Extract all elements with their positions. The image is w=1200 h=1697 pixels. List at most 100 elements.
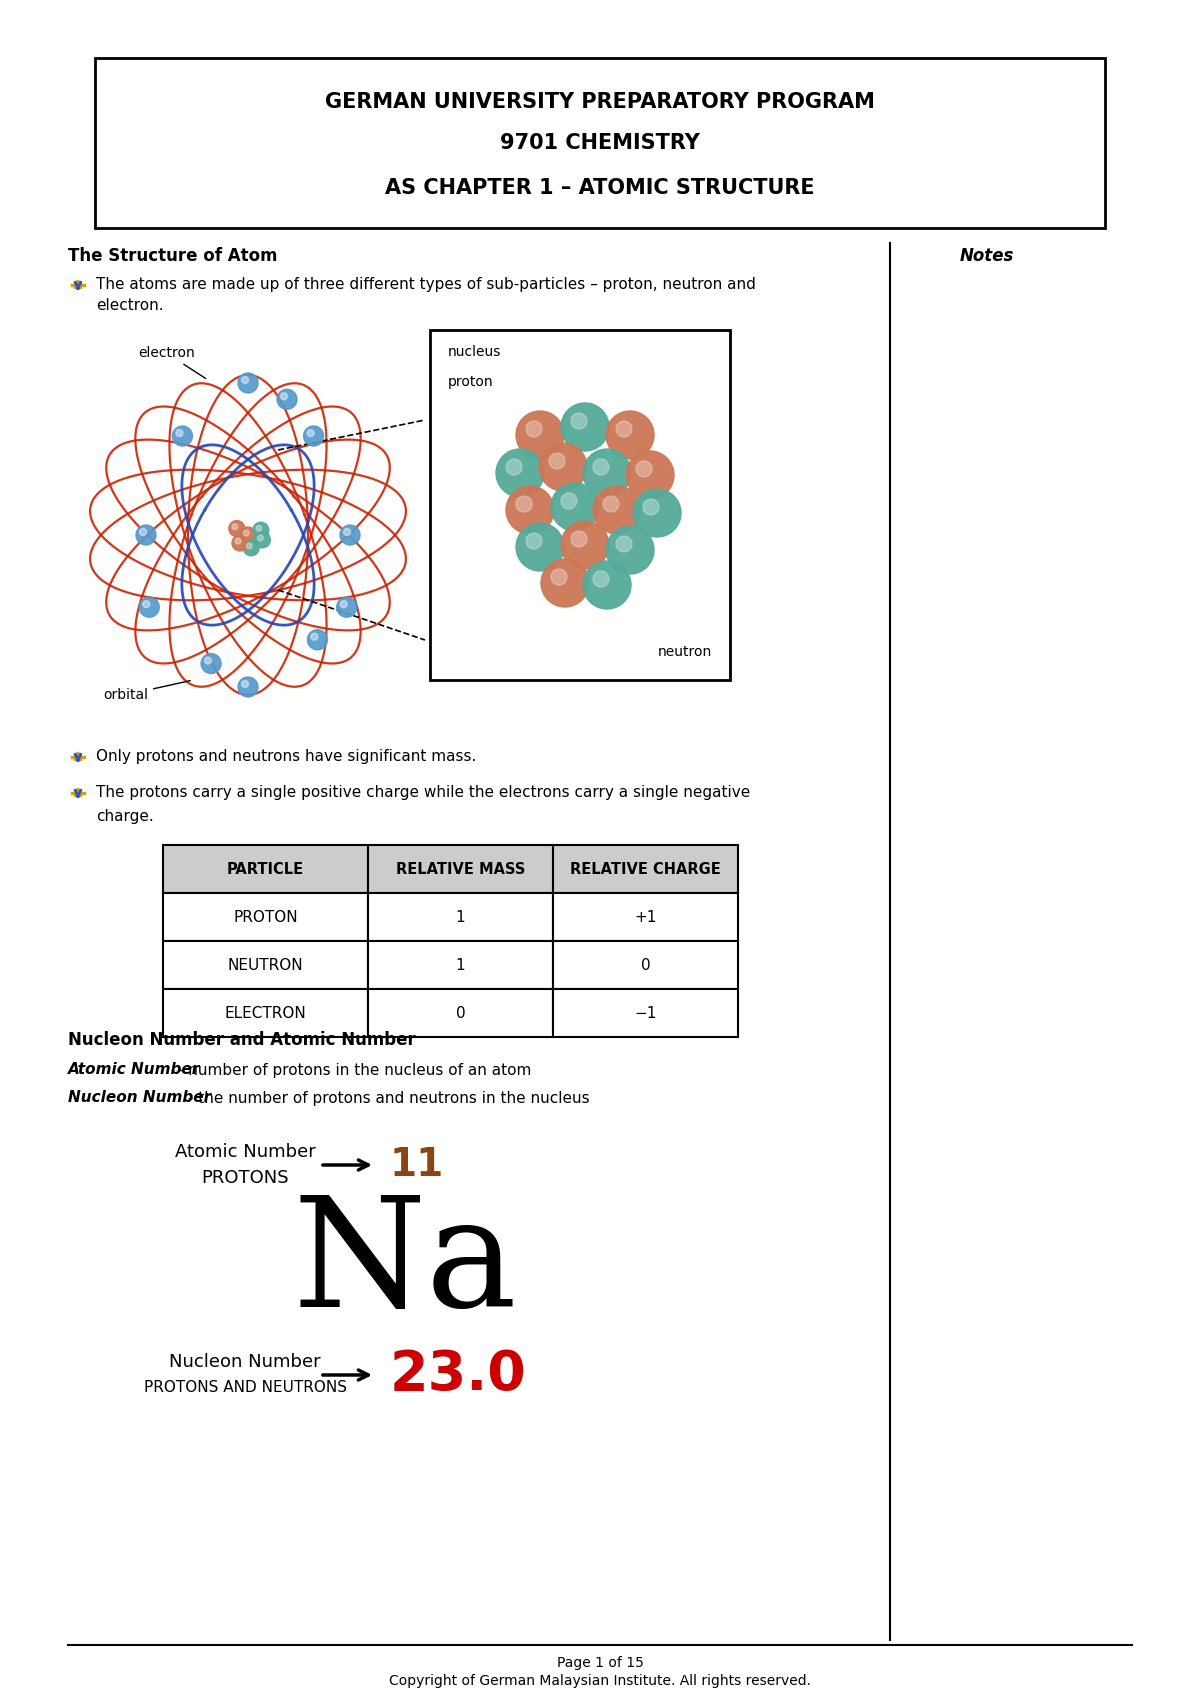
Circle shape [340,524,360,545]
Circle shape [240,528,256,543]
Text: Atomic Number: Atomic Number [175,1144,316,1161]
Text: Nucleon Number and Atomic Number: Nucleon Number and Atomic Number [68,1032,415,1049]
Text: Na: Na [293,1191,517,1339]
Text: charge.: charge. [96,809,154,825]
Text: neutron: neutron [658,645,712,658]
Circle shape [626,451,674,499]
Circle shape [232,535,248,552]
Circle shape [232,524,238,529]
Text: - the number of protons and neutrons in the nucleus: - the number of protons and neutrons in … [182,1091,589,1105]
Text: −1: −1 [635,1006,656,1020]
Text: 1: 1 [456,910,466,925]
Circle shape [593,570,610,587]
Text: 0: 0 [641,957,650,972]
Circle shape [539,443,587,490]
Text: 11: 11 [390,1145,444,1185]
Circle shape [238,373,258,394]
Circle shape [258,535,263,541]
Circle shape [496,450,544,497]
Circle shape [593,458,610,475]
Circle shape [343,528,350,536]
Text: Atomic Number: Atomic Number [68,1062,200,1078]
Circle shape [571,412,587,429]
Text: ELECTRON: ELECTRON [224,1006,306,1020]
Bar [368,989,553,1037]
Text: 1: 1 [456,957,466,972]
Text: 9701 CHEMISTRY: 9701 CHEMISTRY [500,132,700,153]
Circle shape [616,536,632,552]
Bar [430,329,730,680]
Text: proton: proton [448,375,493,389]
Circle shape [636,462,652,477]
Bar [368,942,553,989]
Circle shape [583,562,631,609]
Bar [163,989,368,1037]
Text: The protons carry a single positive charge while the electrons carry a single ne: The protons carry a single positive char… [96,786,750,801]
Circle shape [562,494,577,509]
Circle shape [593,485,641,535]
Circle shape [202,653,221,674]
Circle shape [571,531,587,546]
Circle shape [238,677,258,697]
Text: - number of protons in the nucleus of an atom: - number of protons in the nucleus of an… [173,1062,532,1078]
Circle shape [139,528,146,536]
Circle shape [246,543,252,548]
Text: 23.0: 23.0 [390,1347,527,1402]
Circle shape [526,533,542,550]
Circle shape [254,531,270,548]
Circle shape [583,450,631,497]
Bar [553,845,738,893]
Text: RELATIVE MASS: RELATIVE MASS [396,862,526,876]
Text: orbital: orbital [103,680,191,703]
Text: PROTONS AND NEUTRONS: PROTONS AND NEUTRONS [144,1380,347,1395]
Circle shape [634,489,682,536]
Circle shape [550,453,565,468]
Text: nucleus: nucleus [448,344,502,360]
Circle shape [526,421,542,438]
Circle shape [506,485,554,535]
Bar [553,893,738,942]
Text: NEUTRON: NEUTRON [228,957,304,972]
Circle shape [235,538,241,545]
Circle shape [136,524,156,545]
Circle shape [176,429,182,436]
Circle shape [143,601,150,608]
Circle shape [516,496,532,512]
Bar [368,893,553,942]
Text: Notes: Notes [960,248,1014,265]
Circle shape [229,521,245,536]
Circle shape [606,411,654,458]
Circle shape [204,657,211,664]
Text: The Structure of Atom: The Structure of Atom [68,248,277,265]
Circle shape [173,426,192,446]
Circle shape [304,426,324,446]
Circle shape [256,526,262,531]
Circle shape [516,523,564,570]
Circle shape [241,377,248,384]
Circle shape [241,680,248,687]
Bar [368,845,553,893]
Bar [553,942,738,989]
Bar [163,942,368,989]
Text: PROTON: PROTON [233,910,298,925]
Circle shape [311,633,318,640]
Text: AS CHAPTER 1 – ATOMIC STRUCTURE: AS CHAPTER 1 – ATOMIC STRUCTURE [385,178,815,199]
Circle shape [562,521,610,568]
Text: Nucleon Number: Nucleon Number [169,1353,320,1371]
Circle shape [307,429,314,436]
Bar [163,845,368,893]
Circle shape [562,402,610,451]
Circle shape [277,389,296,409]
Bar [553,989,738,1037]
Text: The atoms are made up of three different types of sub-particles – proton, neutro: The atoms are made up of three different… [96,278,756,292]
Text: GERMAN UNIVERSITY PREPARATORY PROGRAM: GERMAN UNIVERSITY PREPARATORY PROGRAM [325,92,875,112]
Text: Copyright of German Malaysian Institute. All rights reserved.: Copyright of German Malaysian Institute.… [389,1673,811,1689]
Circle shape [341,601,347,608]
Text: 0: 0 [456,1006,466,1020]
Circle shape [506,458,522,475]
Circle shape [307,630,328,650]
Circle shape [551,568,568,585]
Text: electron: electron [138,346,205,378]
Text: electron.: electron. [96,297,163,312]
Text: PARTICLE: PARTICLE [227,862,304,876]
